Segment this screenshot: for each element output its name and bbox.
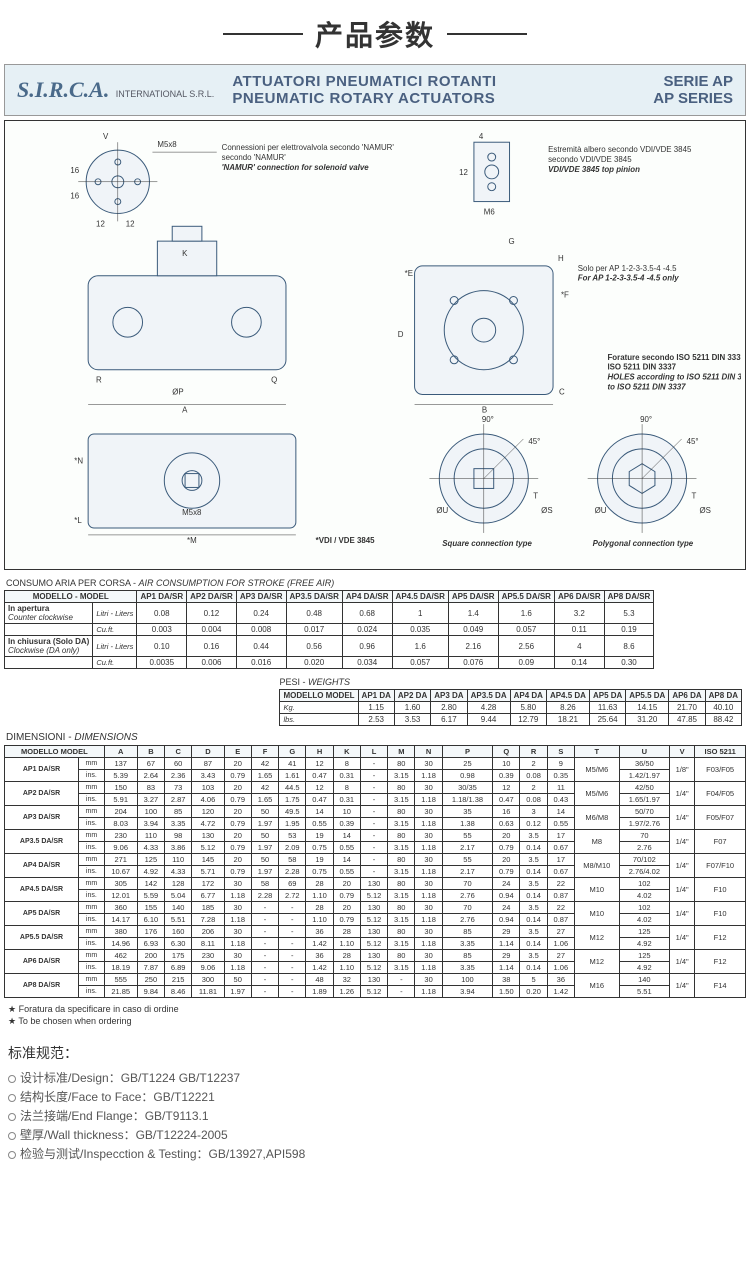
svg-text:16: 16 xyxy=(70,192,79,201)
air-consumption-table: MODELLO - MODELAP1 DA/SRAP2 DA/SRAP3 DA/… xyxy=(4,590,654,669)
spec-line: 结构长度/Face to Face：GB/T12221 xyxy=(8,1088,742,1105)
svg-text:Estremità albero secondo VDI/V: Estremità albero secondo VDI/VDE 3845 xyxy=(548,145,692,154)
svg-text:45°: 45° xyxy=(528,437,540,446)
svg-text:secondo 'NAMUR': secondo 'NAMUR' xyxy=(222,153,287,162)
svg-text:M5x8: M5x8 xyxy=(182,508,202,517)
svg-text:A: A xyxy=(182,405,188,414)
svg-text:*M: *M xyxy=(187,536,197,545)
standards-section: 标准规范： 设计标准/Design：GB/T1224 GB/T12237 结构长度… xyxy=(8,1043,742,1162)
svg-text:ISO 5211 DIN 3337: ISO 5211 DIN 3337 xyxy=(607,363,676,372)
svg-text:secondo VDI/VDE 3845: secondo VDI/VDE 3845 xyxy=(548,155,632,164)
svg-text:H: H xyxy=(558,254,564,263)
svg-text:90°: 90° xyxy=(482,415,494,424)
series-italian: SERIE AP xyxy=(653,73,733,90)
air-consumption-label: CONSUMO ARIA PER CORSA - AIR CONSUMPTION… xyxy=(6,578,744,588)
svg-text:ØU: ØU xyxy=(595,506,607,515)
svg-text:ØS: ØS xyxy=(699,506,710,515)
svg-text:90°: 90° xyxy=(640,415,652,424)
svg-text:T: T xyxy=(692,491,697,500)
title-line-left xyxy=(223,33,303,35)
svg-text:45°: 45° xyxy=(687,437,699,446)
svg-text:12: 12 xyxy=(126,219,135,228)
svg-text:12: 12 xyxy=(459,168,468,177)
spec-line: 壁厚/Wall thickness：GB/T12224-2005 xyxy=(8,1126,742,1143)
svg-text:4: 4 xyxy=(479,132,484,141)
page-title: 产品参数 xyxy=(303,14,447,54)
svg-text:Solo per AP 1-2-3-3.5-4 -4.5: Solo per AP 1-2-3-3.5-4 -4.5 xyxy=(578,264,677,273)
doc-title-italian: ATTUATORI PNEUMATICI ROTANTI xyxy=(232,73,653,90)
svg-text:12: 12 xyxy=(96,219,105,228)
bullet-icon xyxy=(8,1094,16,1102)
svg-text:R: R xyxy=(96,376,102,385)
spec-line: 法兰接端/End Flange：GB/T9113.1 xyxy=(8,1107,742,1124)
svg-text:For AP 1-2-3-3.5-4 -4.5 only: For AP 1-2-3-3.5-4 -4.5 only xyxy=(578,274,680,283)
dimensions-label: DIMENSIONI - DIMENSIONS xyxy=(6,732,744,743)
svg-text:16: 16 xyxy=(70,166,79,175)
doc-title-column: ATTUATORI PNEUMATICI ROTANTI PNEUMATIC R… xyxy=(232,73,653,107)
dimensions-table: MODELLO MODELABCDEFGHKLMNPQRSTUVISO 5211… xyxy=(4,745,746,998)
svg-text:G: G xyxy=(509,237,515,246)
logo: S.I.R.C.A. INTERNATIONAL S.R.L. xyxy=(17,77,214,103)
spec-line: 设计标准/Design：GB/T1224 GB/T12237 xyxy=(8,1069,742,1086)
svg-text:ØU: ØU xyxy=(436,506,448,515)
bullet-icon xyxy=(8,1075,16,1083)
bullet-icon xyxy=(8,1151,16,1159)
svg-text:*VDI / VDE 3845: *VDI / VDE 3845 xyxy=(316,536,375,545)
bullet-icon xyxy=(8,1132,16,1140)
svg-text:'NAMUR' connection for solenoi: 'NAMUR' connection for solenoid valve xyxy=(222,163,370,172)
svg-text:*E: *E xyxy=(405,269,413,278)
svg-text:D: D xyxy=(398,330,404,339)
logo-subtitle: INTERNATIONAL S.R.L. xyxy=(116,89,215,99)
doc-title-english: PNEUMATIC ROTARY ACTUATORS xyxy=(232,90,653,107)
svg-text:Q: Q xyxy=(271,376,277,385)
standards-title: 标准规范： xyxy=(8,1043,742,1063)
svg-text:ØP: ØP xyxy=(172,387,183,396)
svg-text:*N: *N xyxy=(74,457,83,466)
svg-text:T: T xyxy=(533,491,538,500)
title-line-right xyxy=(447,33,527,35)
footnote-it: ★ Foratura da specificare in caso di ord… xyxy=(8,1004,742,1015)
svg-text:K: K xyxy=(182,249,188,258)
bullet-icon xyxy=(8,1113,16,1121)
footnote-en: ★ To be chosen when ordering xyxy=(8,1016,742,1027)
svg-text:Forature secondo ISO 5211 DIN: Forature secondo ISO 5211 DIN 3337 xyxy=(607,353,741,362)
svg-text:M6: M6 xyxy=(484,207,496,216)
svg-text:Square connection type: Square connection type xyxy=(442,539,532,548)
weights-table: MODELLO MODELAP1 DAAP2 DAAP3 DAAP3.5 DAA… xyxy=(279,689,742,726)
spec-line: 检验与测试/Inspecction & Testing：GB/13927,API… xyxy=(8,1145,742,1162)
svg-text:VDI/VDE 3845 top pinion: VDI/VDE 3845 top pinion xyxy=(548,165,640,174)
svg-text:B: B xyxy=(482,405,487,414)
logo-text: S.I.R.C.A. xyxy=(17,77,109,102)
weights-label: PESI - WEIGHTS xyxy=(279,677,740,687)
svg-text:M5x8: M5x8 xyxy=(157,140,177,149)
technical-drawing: .l{stroke:#3a5a7a;stroke-width:1;fill:no… xyxy=(9,125,741,565)
footnotes: ★ Foratura da specificare in caso di ord… xyxy=(8,1004,742,1027)
svg-text:to ISO 5211 DIN 3337: to ISO 5211 DIN 3337 xyxy=(607,383,686,392)
svg-text:HOLES according to ISO 5211 DI: HOLES according to ISO 5211 DIN 3337 xyxy=(607,373,741,382)
svg-text:*F: *F xyxy=(561,291,569,300)
svg-text:C: C xyxy=(559,387,565,396)
svg-text:ØS: ØS xyxy=(541,506,552,515)
svg-text:V: V xyxy=(103,132,109,141)
page-title-wrap: 产品参数 xyxy=(0,0,750,64)
series-english: AP SERIES xyxy=(653,90,733,107)
svg-text:Connessioni per elettrovalvola: Connessioni per elettrovalvola secondo '… xyxy=(222,143,395,152)
technical-drawing-frame: .l{stroke:#3a5a7a;stroke-width:1;fill:no… xyxy=(4,120,746,570)
svg-text:Polygonal connection type: Polygonal connection type xyxy=(593,539,694,548)
doc-series: SERIE AP AP SERIES xyxy=(653,73,733,107)
svg-text:*L: *L xyxy=(74,516,82,525)
document-header: S.I.R.C.A. INTERNATIONAL S.R.L. ATTUATOR… xyxy=(4,64,746,116)
